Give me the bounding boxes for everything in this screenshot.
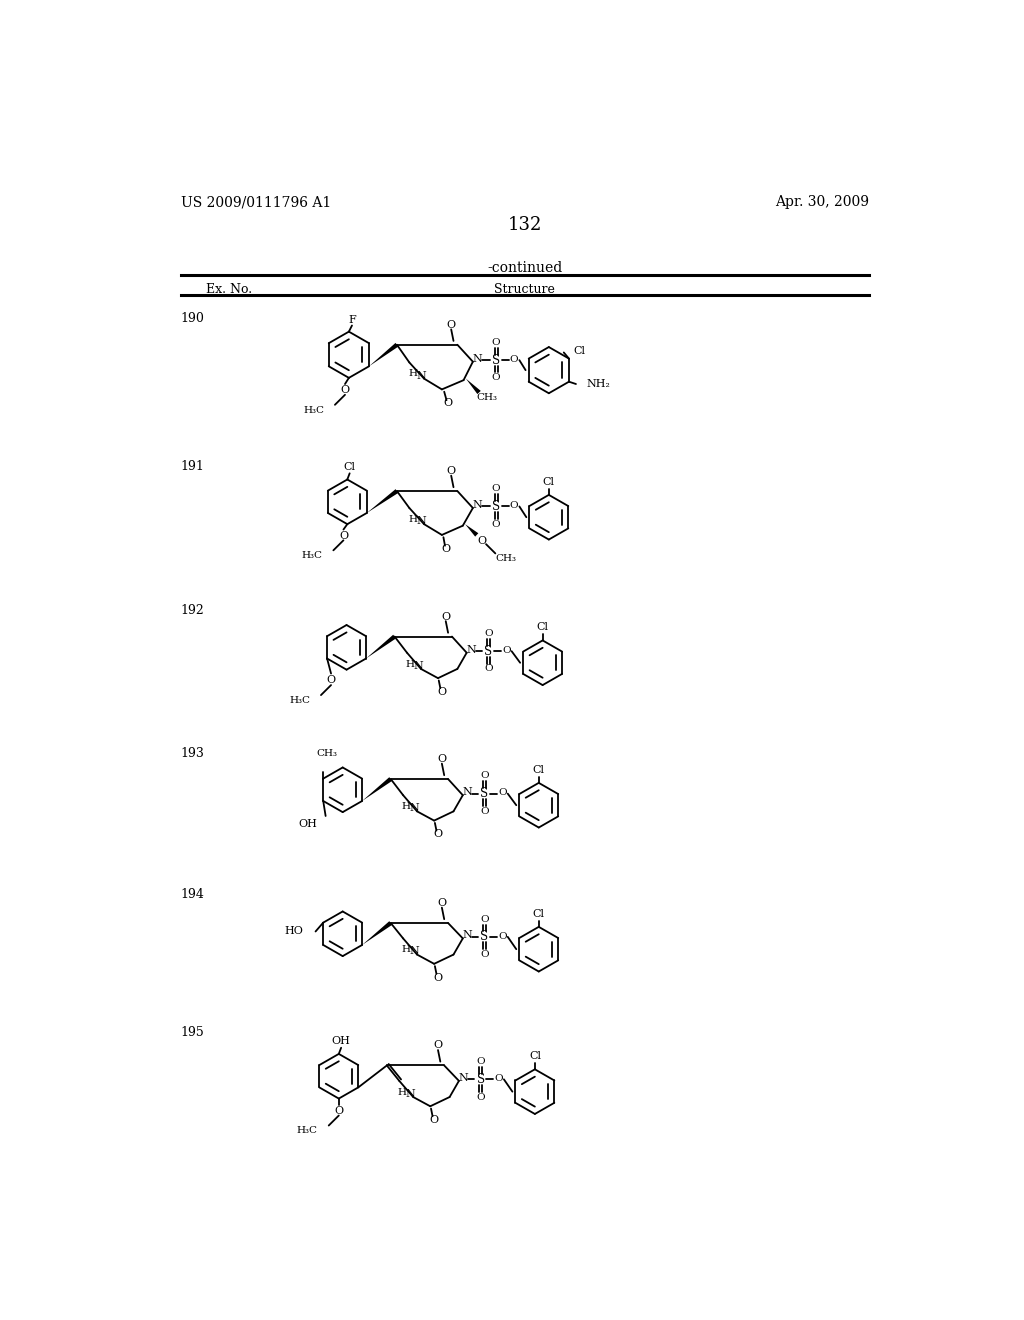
Text: S: S xyxy=(480,787,488,800)
Text: 192: 192 xyxy=(180,605,205,618)
Text: F: F xyxy=(348,315,356,325)
Text: O: O xyxy=(433,829,442,840)
Text: N: N xyxy=(410,804,419,813)
Text: OH: OH xyxy=(332,1036,350,1045)
Text: O: O xyxy=(510,355,518,364)
Text: 194: 194 xyxy=(180,887,205,900)
Text: O: O xyxy=(437,898,446,908)
Text: O: O xyxy=(492,338,501,347)
Text: O: O xyxy=(502,645,511,655)
Text: H: H xyxy=(398,1088,407,1097)
Polygon shape xyxy=(369,343,398,367)
Text: O: O xyxy=(339,531,348,541)
Text: -continued: -continued xyxy=(487,261,562,275)
Text: O: O xyxy=(437,686,446,697)
Text: O: O xyxy=(433,973,442,982)
Text: S: S xyxy=(484,644,493,657)
Text: Cl: Cl xyxy=(537,622,549,632)
Text: S: S xyxy=(476,1073,484,1086)
Text: O: O xyxy=(437,754,446,764)
Text: S: S xyxy=(493,500,500,513)
Text: O: O xyxy=(492,484,501,494)
Text: 190: 190 xyxy=(180,313,205,326)
Text: O: O xyxy=(492,520,501,528)
Text: O: O xyxy=(480,950,488,960)
Text: H: H xyxy=(409,370,418,379)
Text: HO: HO xyxy=(285,927,303,936)
Text: O: O xyxy=(446,466,456,477)
Text: O: O xyxy=(446,319,456,330)
Text: O: O xyxy=(480,771,488,780)
Text: Cl: Cl xyxy=(528,1051,541,1061)
Text: 132: 132 xyxy=(508,216,542,234)
Text: N: N xyxy=(473,500,482,510)
Polygon shape xyxy=(466,379,480,395)
Polygon shape xyxy=(362,921,392,945)
Text: N: N xyxy=(416,371,426,380)
Text: N: N xyxy=(406,1089,415,1100)
Text: O: O xyxy=(480,915,488,924)
Text: Structure: Structure xyxy=(495,284,555,296)
Text: O: O xyxy=(498,788,507,797)
Text: Cl: Cl xyxy=(344,462,355,473)
Polygon shape xyxy=(367,490,398,513)
Text: O: O xyxy=(334,1106,343,1115)
Text: N: N xyxy=(459,1073,468,1082)
Text: N: N xyxy=(467,644,476,655)
Text: H: H xyxy=(401,803,411,812)
Text: O: O xyxy=(441,611,451,622)
Text: Cl: Cl xyxy=(532,908,545,919)
Text: CH₃: CH₃ xyxy=(496,554,517,564)
Text: NH₂: NH₂ xyxy=(586,379,610,389)
Text: H: H xyxy=(401,945,411,954)
Text: O: O xyxy=(480,807,488,816)
Text: O: O xyxy=(510,502,518,510)
Text: O: O xyxy=(433,1040,442,1051)
Text: N: N xyxy=(416,516,426,527)
Polygon shape xyxy=(362,777,392,801)
Text: H₃C: H₃C xyxy=(289,696,310,705)
Text: O: O xyxy=(484,630,493,638)
Text: N: N xyxy=(463,787,472,797)
Text: OH: OH xyxy=(298,818,317,829)
Text: S: S xyxy=(493,354,500,367)
Text: CH₃: CH₃ xyxy=(476,392,498,401)
Text: H₃C: H₃C xyxy=(301,552,323,560)
Text: H₃C: H₃C xyxy=(303,405,324,414)
Text: O: O xyxy=(484,664,493,673)
Text: Cl: Cl xyxy=(543,477,555,487)
Text: N: N xyxy=(473,354,482,363)
Text: N: N xyxy=(413,661,423,671)
Text: O: O xyxy=(476,1093,485,1101)
Text: O: O xyxy=(477,536,486,546)
Text: N: N xyxy=(410,946,419,957)
Text: Cl: Cl xyxy=(532,764,545,775)
Text: Cl: Cl xyxy=(573,346,585,356)
Text: 193: 193 xyxy=(180,747,205,760)
Text: US 2009/0111796 A1: US 2009/0111796 A1 xyxy=(180,195,331,210)
Text: S: S xyxy=(480,931,488,944)
Text: 191: 191 xyxy=(180,461,205,474)
Text: 195: 195 xyxy=(180,1026,205,1039)
Text: O: O xyxy=(443,399,453,408)
Text: O: O xyxy=(492,374,501,383)
Text: H: H xyxy=(409,515,418,524)
Text: O: O xyxy=(429,1115,438,1125)
Polygon shape xyxy=(465,524,478,537)
Text: O: O xyxy=(476,1057,485,1067)
Text: O: O xyxy=(340,385,349,395)
Text: H: H xyxy=(406,660,415,669)
Text: CH₃: CH₃ xyxy=(316,750,338,758)
Text: H₃C: H₃C xyxy=(297,1126,317,1135)
Text: O: O xyxy=(327,676,336,685)
Text: O: O xyxy=(441,544,451,554)
Polygon shape xyxy=(366,635,396,659)
Text: Apr. 30, 2009: Apr. 30, 2009 xyxy=(775,195,869,210)
Text: O: O xyxy=(498,932,507,941)
Text: Ex. No.: Ex. No. xyxy=(206,284,252,296)
Text: N: N xyxy=(463,931,472,940)
Text: O: O xyxy=(495,1074,503,1082)
